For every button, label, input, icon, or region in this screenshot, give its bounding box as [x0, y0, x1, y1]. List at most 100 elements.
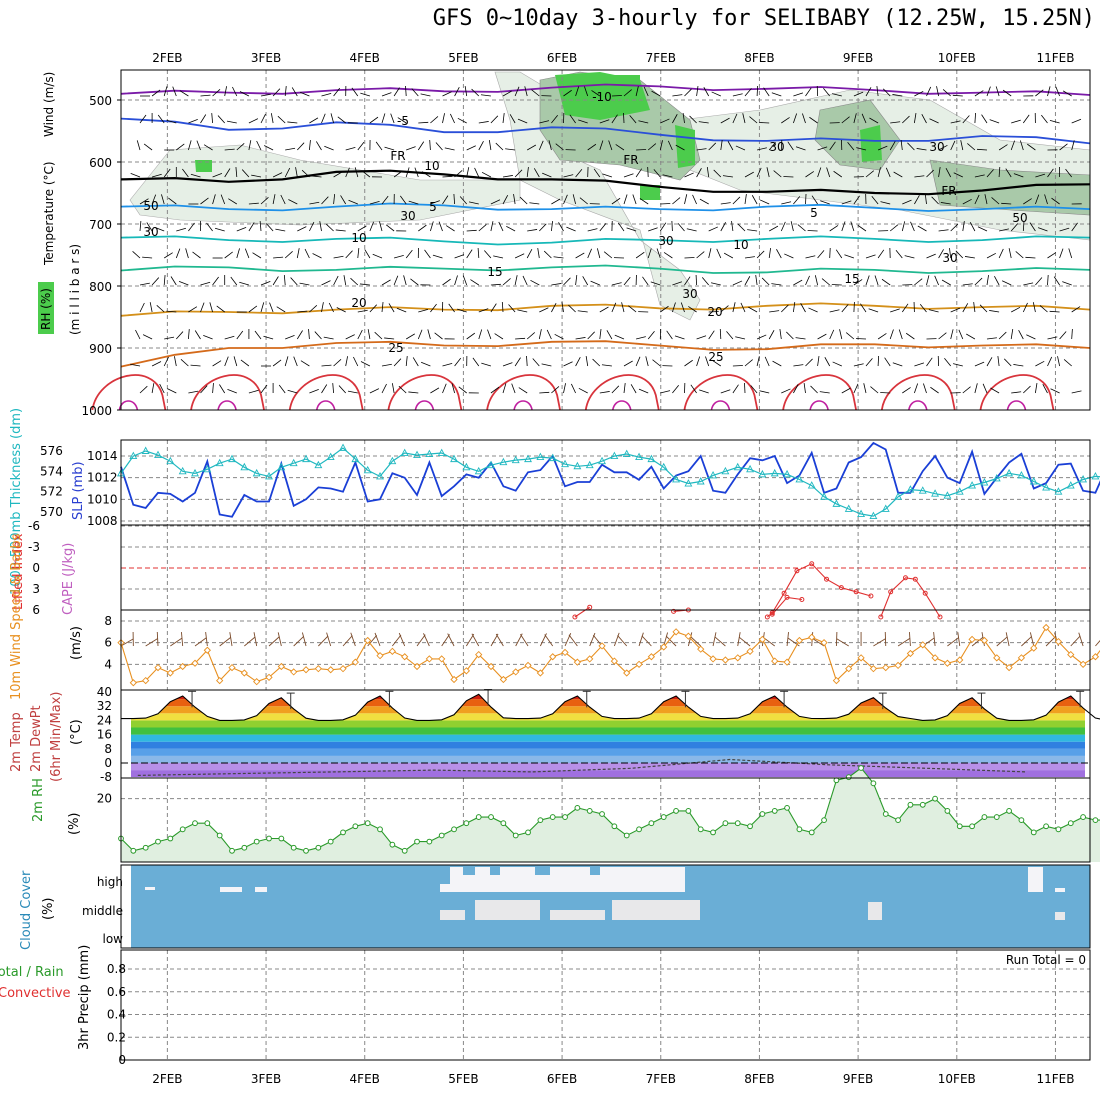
rh2m-point [796, 826, 803, 833]
wind-barb [293, 635, 305, 647]
wind-barb [974, 194, 980, 205]
wind-barb [966, 333, 976, 340]
wind-barb [156, 631, 159, 647]
wind-barb [229, 632, 233, 647]
wind-barb [416, 634, 426, 647]
wind-barb [611, 95, 622, 97]
isotherm-line [979, 374, 1055, 411]
wind-barb [690, 384, 697, 394]
wind-barb [212, 360, 222, 367]
wind-barb [297, 310, 308, 313]
wind-barb [1010, 223, 1019, 232]
isotherm-label: 15 [844, 272, 859, 286]
wind-speed-point [388, 647, 396, 655]
wind-barb [203, 144, 213, 151]
wind-barb [367, 329, 371, 340]
wind-barb [974, 361, 985, 367]
wind-barb [841, 387, 851, 394]
wind-barb [224, 148, 235, 151]
wind-barb [660, 305, 669, 313]
wind-barb [524, 86, 528, 97]
wind-barb [744, 194, 747, 205]
wind-barb [357, 309, 368, 313]
wind-barb [529, 202, 540, 205]
wind-barb [671, 220, 673, 232]
y-axis-label: Convective [0, 986, 71, 1001]
wind-barb [539, 120, 550, 124]
wind-barb [448, 303, 455, 313]
wind-barb [847, 141, 855, 151]
wind-barb [1050, 388, 1060, 394]
lifted-index-point [784, 594, 790, 600]
wind-barb [1032, 302, 1036, 313]
wind-barb [819, 391, 830, 394]
wind-barb [877, 249, 885, 259]
wind-barb [1071, 390, 1082, 394]
wind-barb [732, 93, 743, 97]
wind-barb [260, 93, 271, 97]
wind-barb [357, 329, 363, 340]
wind-barb [384, 337, 395, 340]
lifted-index-point [809, 561, 815, 567]
thickness-point [906, 485, 915, 493]
wind-barb [823, 87, 831, 97]
wind-speed-point [771, 657, 779, 665]
wind-barb [656, 248, 661, 259]
lifted-index-line [574, 606, 591, 618]
rh2m-point [155, 838, 161, 845]
wind-barb [805, 171, 815, 178]
wind-barb [251, 174, 262, 178]
thickness-point [746, 464, 755, 473]
wind-barb [200, 302, 205, 313]
thickness-point [252, 468, 261, 477]
thickness-point [425, 449, 434, 457]
rh2m-point [808, 829, 815, 836]
isotherm-label: 5 [810, 206, 818, 220]
cloud-cell-high [590, 867, 600, 875]
temp-fill [131, 694, 1085, 778]
wind-speed-point [573, 658, 582, 666]
wind-barb [154, 227, 165, 232]
wind-barb [212, 383, 214, 394]
wind-barb [962, 221, 965, 232]
wind-barb [1035, 360, 1045, 367]
wind-barb [829, 309, 840, 313]
wind-barb [272, 172, 283, 178]
thickness-point [141, 446, 150, 454]
wind-barb [914, 195, 920, 205]
temp-band [131, 770, 1085, 778]
wind-barb [732, 384, 739, 394]
wind-barb [780, 221, 786, 232]
wind-barb [272, 194, 276, 205]
wind-barb [853, 113, 857, 124]
wind-barb [514, 275, 518, 286]
rh-label: 30 [400, 209, 415, 223]
wind-barb [926, 86, 932, 97]
wind-barb [542, 172, 552, 178]
wind-barb [674, 335, 685, 340]
lifted-index-point [799, 597, 805, 602]
wind-barb [511, 383, 516, 394]
thickness-point [289, 458, 298, 467]
lifted-index-point [888, 589, 894, 595]
wind-barb [1011, 391, 1022, 394]
wind-barb [636, 149, 647, 151]
wind-barb [776, 249, 782, 259]
wind-barb [1013, 173, 1024, 178]
wind-barb [805, 87, 812, 97]
wind-barb [120, 638, 134, 647]
wind-barb [889, 141, 896, 151]
wind-barb [474, 167, 480, 178]
wind-barb [248, 202, 259, 205]
thickness-point [215, 458, 224, 467]
wind-barb [1047, 356, 1053, 367]
temp-band [131, 734, 1085, 742]
wind-barb [357, 141, 365, 151]
wind-barb [772, 360, 782, 367]
wind-barb [865, 254, 876, 259]
wind-speed-point [882, 663, 890, 672]
wind-barb [502, 278, 511, 286]
wind-barb [175, 248, 181, 259]
wind-barb [236, 143, 245, 151]
cloud-cell-high [255, 887, 267, 892]
